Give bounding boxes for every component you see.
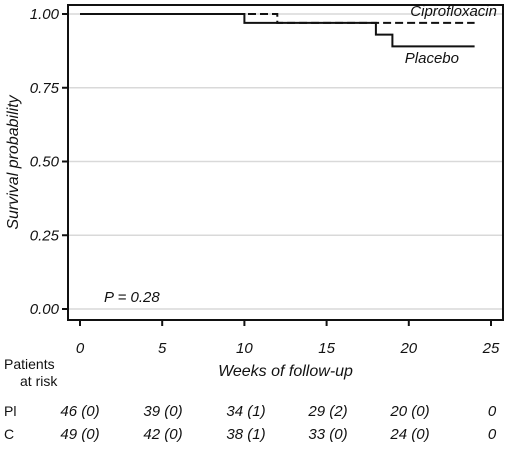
risk-cell-0-0: 46 (0): [60, 403, 99, 420]
plot-frame: [67, 4, 504, 321]
x-tick-label-0: 0: [76, 340, 85, 357]
risk-cell-1-5: 0: [488, 426, 497, 443]
survival-curves: [80, 13, 475, 48]
series-label-ciprofloxacin: Ciprofloxacin: [410, 3, 497, 20]
series-line-placebo: [80, 13, 475, 48]
x-tick-label-2: 10: [236, 340, 253, 357]
y-tick-label-0: 0.00: [30, 301, 60, 318]
y-tick-label-3: 0.75: [30, 80, 60, 97]
x-tick-label-4: 20: [399, 340, 417, 357]
y-tick-label-4: 1.00: [30, 6, 60, 23]
risk-cell-1-0: 49 (0): [60, 426, 99, 443]
risk-cell-1-4: 24 (0): [389, 426, 429, 443]
risk-row-label-1: C: [4, 426, 14, 442]
risk-cell-0-4: 20 (0): [389, 403, 429, 420]
chart-labels: Ciprofloxacin Placebo P = 0.28 Survival pro…: [5, 3, 497, 380]
y-tick-label-1: 0.25: [30, 227, 60, 244]
risk-row-label-0: Pl: [4, 403, 16, 419]
risk-cell-1-3: 33 (0): [308, 426, 347, 443]
risk-cell-0-3: 29 (2): [307, 403, 347, 420]
x-tick-label-5: 25: [482, 340, 500, 357]
risk-cell-0-1: 39 (0): [143, 403, 182, 420]
axes: 0.00 0.25 0.50 0.75 1.00 0 5 10 15 20 25: [30, 4, 504, 357]
x-tick-label-1: 5: [158, 340, 167, 357]
risk-cell-1-1: 42 (0): [143, 426, 182, 443]
risk-cell-1-2: 38 (1): [226, 426, 265, 443]
x-axis-title: Weeks of follow-up: [218, 363, 353, 380]
x-tick-label-3: 15: [318, 340, 335, 357]
y-tick-label-2: 0.50: [30, 154, 60, 171]
series-label-placebo: Placebo: [405, 50, 459, 67]
risk-header-line-2: at risk: [20, 373, 58, 389]
risk-cell-0-2: 34 (1): [226, 403, 265, 420]
risk-header-line-1: Patients: [4, 356, 55, 372]
risk-cell-0-5: 0: [488, 403, 497, 420]
p-value-annotation: P = 0.28: [104, 289, 160, 306]
y-axis-title: Survival probability: [5, 94, 22, 229]
